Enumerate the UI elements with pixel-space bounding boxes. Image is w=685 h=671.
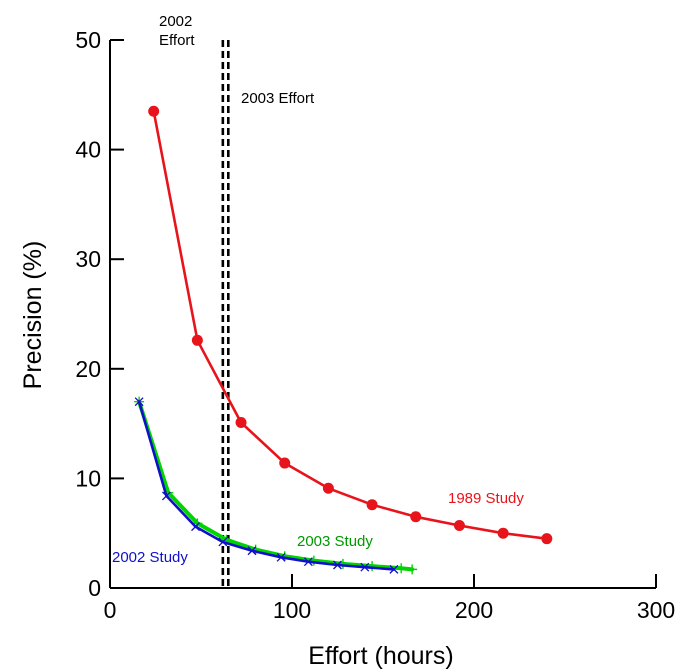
reference-lines: [221, 40, 230, 588]
data-point: [410, 511, 422, 523]
data-point: [322, 482, 334, 494]
data-point: [366, 499, 378, 511]
y-tick-label: 30: [75, 246, 101, 272]
data-point: [279, 457, 291, 469]
x-tick-label: 0: [104, 597, 117, 623]
series-2: [134, 397, 399, 574]
data-point: [303, 557, 313, 567]
data-point: [367, 561, 378, 572]
data-point: [389, 564, 399, 574]
axes: 0 100 200 300 0 10 20 30 40 50: [75, 27, 675, 623]
data-point: [497, 527, 509, 539]
data-point: [161, 491, 171, 501]
y-axis-title: Precision (%): [19, 241, 47, 390]
data-point: [134, 397, 144, 407]
data-point: [148, 105, 160, 117]
x-tick-label: 100: [273, 597, 311, 623]
ref-label-2003: 2003 Effort: [241, 90, 315, 107]
data-point: [276, 552, 286, 562]
data-point: [541, 533, 553, 545]
x-axis-title: Effort (hours): [308, 642, 453, 670]
x-tick-label: 200: [455, 597, 493, 623]
series-label-2003: 2003 Study: [297, 533, 373, 550]
series-line: [152, 109, 549, 541]
labels-layer: Effort (hours) Precision (%) 1989 Study …: [19, 13, 524, 670]
data-point: [191, 522, 200, 532]
data-point: [396, 563, 407, 574]
series-label-2002: 2002 Study: [112, 549, 188, 566]
ref-label-2002-line2: Effort: [159, 32, 195, 49]
data-point: [218, 537, 228, 547]
y-tick-label: 50: [75, 27, 101, 53]
y-tick-label: 10: [75, 465, 101, 491]
data-point: [235, 417, 247, 429]
data-point: [360, 562, 370, 572]
series-layer: [134, 105, 553, 575]
data-point: [333, 560, 342, 570]
series-0: [148, 105, 553, 545]
data-point: [247, 546, 257, 556]
y-tick-label: 40: [75, 137, 101, 163]
data-point: [453, 520, 465, 532]
data-point: [308, 555, 319, 566]
series-label-1989: 1989 Study: [448, 490, 524, 507]
y-tick-label: 0: [88, 575, 101, 601]
data-point: [191, 334, 203, 346]
y-tick-label: 20: [75, 356, 101, 382]
ref-label-2002-line1: 2002: [159, 13, 192, 30]
x-tick-label: 300: [637, 597, 675, 623]
series-line: [137, 400, 396, 571]
data-point: [407, 564, 418, 575]
series-1: [134, 396, 418, 575]
